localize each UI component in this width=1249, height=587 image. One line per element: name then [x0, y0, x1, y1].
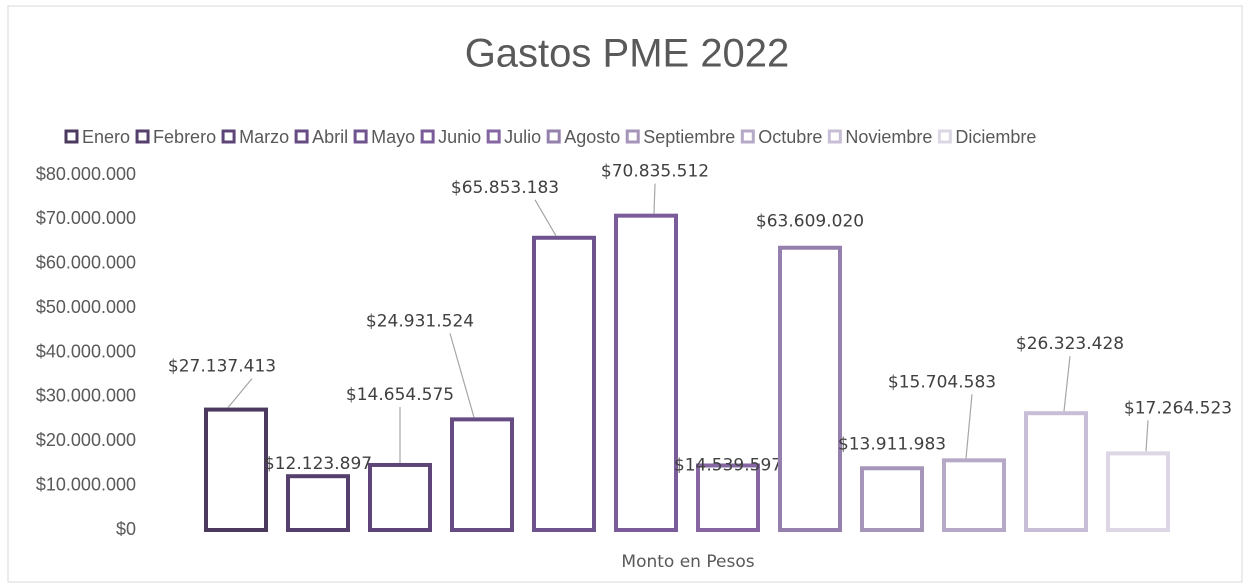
leader-line — [534, 199, 557, 237]
legend-marker — [486, 129, 501, 144]
bar — [942, 458, 1006, 532]
y-tick-label: $20.000.000 — [36, 430, 136, 450]
leader-line — [1145, 420, 1149, 452]
data-label: $65.853.183 — [451, 178, 559, 198]
legend-label: Febrero — [153, 127, 216, 147]
data-label: $12.123.897 — [264, 454, 372, 474]
data-label: $27.137.413 — [168, 357, 276, 377]
legend-label: Enero — [82, 127, 130, 147]
legend-marker — [221, 129, 236, 144]
leader-line — [1063, 356, 1071, 412]
bar — [614, 213, 678, 532]
y-tick-label: $50.000.000 — [36, 297, 136, 317]
leader-line — [449, 333, 475, 418]
legend-marker — [64, 129, 79, 144]
y-tick-label: $10.000.000 — [36, 474, 136, 494]
legend-label: Julio — [504, 127, 541, 147]
bar — [204, 407, 268, 532]
data-label: $63.609.020 — [756, 212, 864, 232]
legend-marker — [740, 129, 755, 144]
bar — [450, 417, 514, 532]
y-tick-label: $40.000.000 — [36, 341, 136, 361]
legend-marker — [827, 129, 842, 144]
legend-marker — [135, 129, 150, 144]
leader-line — [965, 394, 973, 459]
legend-marker — [294, 129, 309, 144]
legend-marker — [353, 129, 368, 144]
legend-label: Noviembre — [845, 127, 932, 147]
legend-label: Abril — [312, 127, 348, 147]
leader-line — [653, 183, 656, 214]
bar — [1024, 411, 1088, 532]
y-tick-label: $0 — [116, 519, 136, 539]
bar — [696, 463, 760, 532]
legend-marker — [546, 129, 561, 144]
legend-marker — [937, 129, 952, 144]
y-tick-label: $30.000.000 — [36, 386, 136, 406]
bar — [368, 462, 432, 533]
legend-label: Octubre — [758, 127, 822, 147]
legend-label: Junio — [438, 127, 481, 147]
x-axis-label: Monto en Pesos — [621, 552, 754, 572]
legend-label: Septiembre — [643, 127, 735, 147]
legend-marker — [420, 129, 435, 144]
data-label: $15.704.583 — [888, 372, 996, 392]
data-label: $24.931.524 — [366, 311, 474, 331]
bar — [860, 466, 924, 532]
bar — [532, 235, 596, 533]
leader-line — [227, 378, 253, 408]
legend-label: Mayo — [371, 127, 415, 147]
data-label: $14.654.575 — [346, 385, 454, 405]
data-label: $26.323.428 — [1016, 334, 1124, 354]
chart-title: Gastos PME 2022 — [465, 32, 790, 76]
bar — [778, 245, 842, 532]
legend-label: Diciembre — [955, 127, 1036, 147]
legend-label: Agosto — [564, 127, 620, 147]
y-tick-label: $60.000.000 — [36, 253, 136, 273]
bar — [1106, 451, 1170, 532]
y-tick-label: $80.000.000 — [36, 164, 136, 184]
data-label: $70.835.512 — [601, 162, 709, 182]
data-label: $17.264.523 — [1124, 398, 1232, 418]
bar — [286, 474, 350, 532]
data-label: $14.539.597 — [674, 455, 782, 475]
y-tick-label: $70.000.000 — [36, 208, 136, 228]
legend-marker — [625, 129, 640, 144]
legend-label: Marzo — [239, 127, 289, 147]
data-label: $13.911.983 — [838, 434, 946, 454]
